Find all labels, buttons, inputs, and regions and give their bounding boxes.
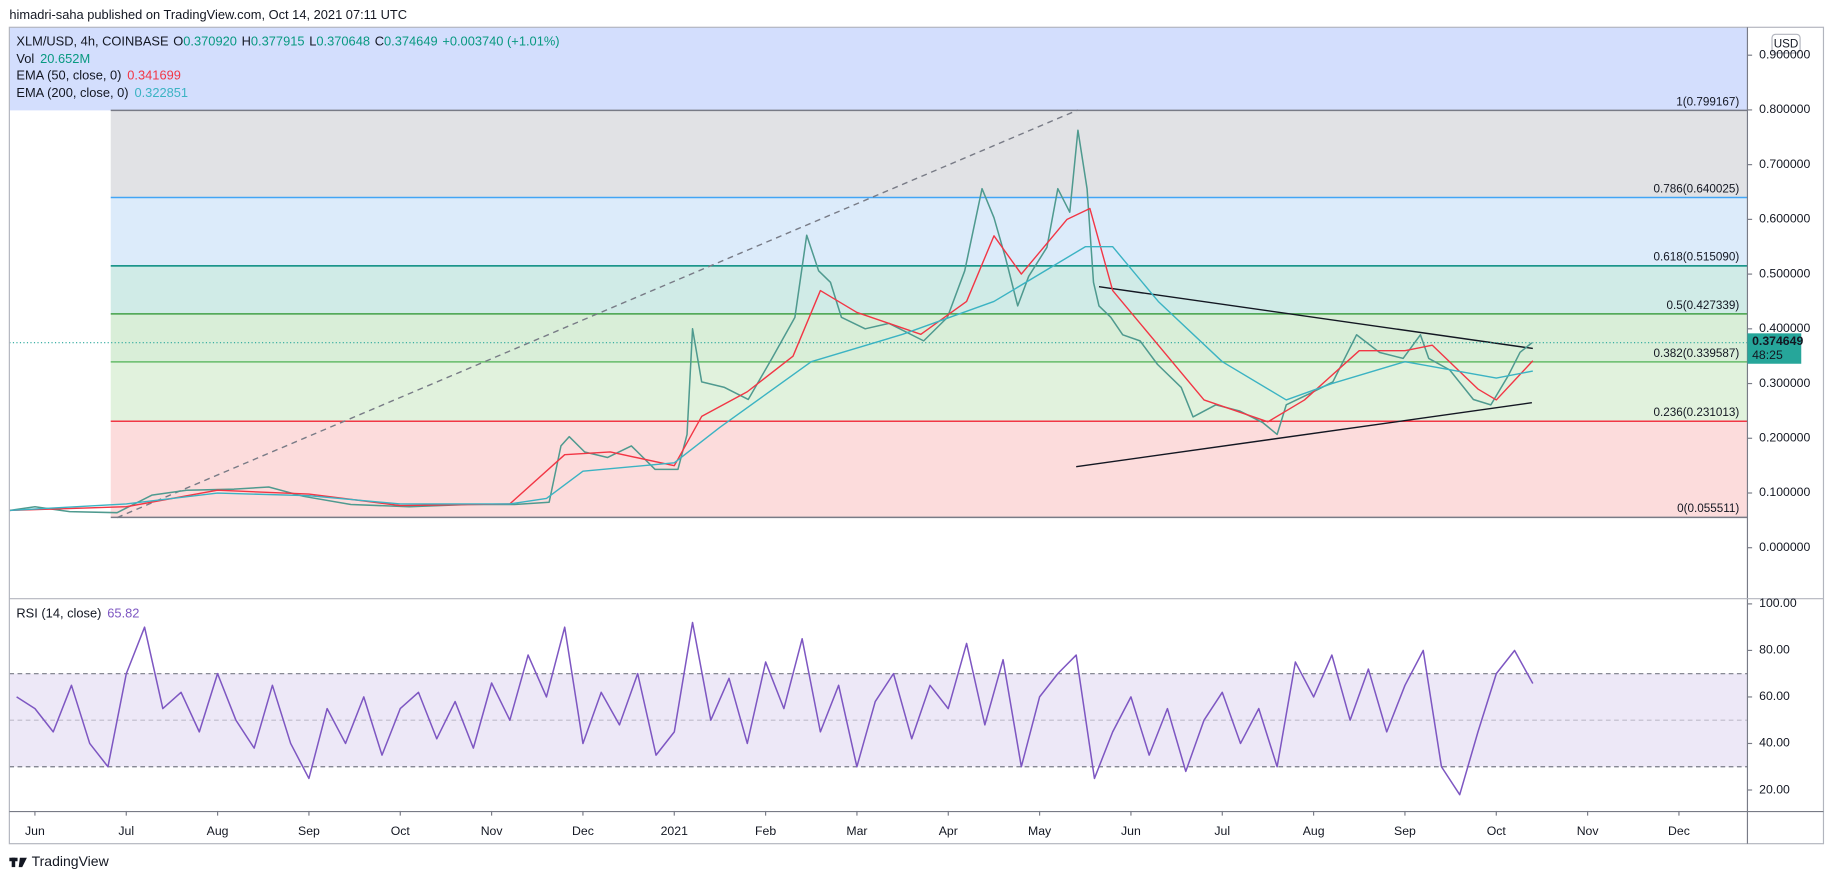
legend-volume: Vol 20.652M <box>16 51 90 66</box>
y-tick-label: 0.500000 <box>1759 266 1810 280</box>
ohlc-key: O <box>173 34 183 49</box>
currency-box[interactable] <box>1771 33 1801 54</box>
y-tick-label: 100.00 <box>1759 596 1797 610</box>
series-line <box>9 129 1533 514</box>
x-tick-label: Feb <box>755 824 776 838</box>
y-tick-label: 0.400000 <box>1759 321 1810 335</box>
fib-band <box>110 110 1748 198</box>
y-tick-label: 0.300000 <box>1759 376 1810 390</box>
x-tick-label: Jul <box>118 824 134 838</box>
trendline <box>1076 402 1532 468</box>
x-tick-label: Dec <box>1668 824 1690 838</box>
fib-label: 0.5(0.427339) <box>1666 299 1739 312</box>
fib-label: 0.382(0.339587) <box>1653 347 1739 360</box>
legend-change: +0.003740 (+1.01%) <box>442 34 559 49</box>
x-tick-label: Jun <box>25 824 45 838</box>
y-tick-label: 0.100000 <box>1759 485 1810 499</box>
x-tick-label: May <box>1028 824 1052 838</box>
y-tick-label: 40.00 <box>1759 736 1790 750</box>
y-tick-label: 20.00 <box>1759 782 1790 796</box>
x-tick-label: Oct <box>391 824 411 838</box>
x-tick-label: Dec <box>572 824 594 838</box>
rsi-band <box>9 673 1748 767</box>
fib-band <box>110 265 1748 314</box>
legend-symbol: XLM/USD, 4h, COINBASE O0.370920 H0.377915 L… <box>16 34 559 49</box>
y-tick-label: 0.600000 <box>1759 212 1810 226</box>
ema-name: EMA (200, close, 0) <box>16 85 128 100</box>
fib-band <box>110 421 1748 518</box>
ohlc-value: 0.377915 <box>251 34 305 49</box>
ohlc-value: 0.370920 <box>183 34 237 49</box>
fib-top-band <box>9 27 1748 111</box>
ohlc-value: 0.374649 <box>384 34 438 49</box>
x-tick-label: Jul <box>1214 824 1230 838</box>
fib-label: 0.786(0.640025) <box>1653 182 1739 195</box>
last-price-label: 0.374649 <box>1752 334 1803 348</box>
fib-band <box>110 361 1748 422</box>
trendline <box>1098 286 1533 350</box>
last-price-countdown: 48:25 <box>1752 348 1783 362</box>
x-tick-label: Jun <box>1121 824 1141 838</box>
y-tick-label: 80.00 <box>1759 643 1790 657</box>
y-tick-label: 0.200000 <box>1759 431 1810 445</box>
header: himadri-saha published on TradingView.co… <box>9 7 407 22</box>
ohlc-value: 0.370648 <box>316 34 370 49</box>
last-price-box <box>1747 333 1802 364</box>
logo <box>9 857 27 868</box>
rsi-name: RSI (14, close) <box>16 606 101 621</box>
logo-stem <box>11 857 16 868</box>
legend-ema: EMA (200, close, 0) 0.322851 <box>16 85 188 100</box>
fib-label: 0.618(0.515090) <box>1653 251 1739 264</box>
trendline <box>116 109 1079 519</box>
fib-band <box>110 197 1748 266</box>
x-tick-label: Sep <box>298 824 320 838</box>
x-tick-label: 2021 <box>661 824 688 838</box>
chart-area: 1(0.799167) 0.786(0.640025) 0.618(0.515090… <box>9 27 1748 796</box>
x-tick-label: Apr <box>939 824 958 838</box>
ohlc-key: H <box>242 34 251 49</box>
y-tick-label: 0.800000 <box>1759 102 1810 116</box>
fib-label: 0(0.055511) <box>1677 502 1739 515</box>
legend-rsi: RSI (14, close) 65.82 <box>16 606 139 621</box>
y-tick-label: 60.00 <box>1759 689 1790 703</box>
ema-value: 0.322851 <box>134 85 188 100</box>
ohlc-key: L <box>309 34 316 49</box>
y-tick-label: 0.000000 <box>1759 540 1810 554</box>
ema-name: EMA (50, close, 0) <box>16 68 121 83</box>
volume-value: 20.652M <box>40 51 90 66</box>
legend-title: XLM/USD, 4h, COINBASE <box>16 34 169 49</box>
x-tick-label: Oct <box>1487 824 1507 838</box>
fib-label: 1(0.799167) <box>1676 95 1739 108</box>
fib-label: 0.236(0.231013) <box>1653 406 1739 419</box>
frame <box>8 26 1825 845</box>
x-tick-label: Nov <box>1577 824 1600 838</box>
x-tick-label: Aug <box>1303 824 1325 838</box>
series-line <box>9 246 1533 512</box>
logo-mark <box>18 857 27 868</box>
currency[interactable]: USD <box>1774 37 1799 50</box>
x-tick-label: Sep <box>1394 824 1416 838</box>
footer-brand: TradingView <box>32 853 110 869</box>
y-tick-label: 0.700000 <box>1759 157 1810 171</box>
fib-band <box>110 313 1748 362</box>
legend-ema: EMA (50, close, 0) 0.341699 <box>16 68 181 83</box>
y-tick-label: 0.900000 <box>1759 47 1810 61</box>
x-tick-label: Aug <box>207 824 229 838</box>
series-line <box>16 621 1534 796</box>
ohlc-key: C <box>375 34 384 49</box>
volume-name: Vol <box>16 51 34 66</box>
x-tick-label: Nov <box>481 824 504 838</box>
ema-value: 0.341699 <box>127 68 181 83</box>
x-tick-label: Mar <box>846 824 867 838</box>
rsi-value: 65.82 <box>107 606 139 621</box>
